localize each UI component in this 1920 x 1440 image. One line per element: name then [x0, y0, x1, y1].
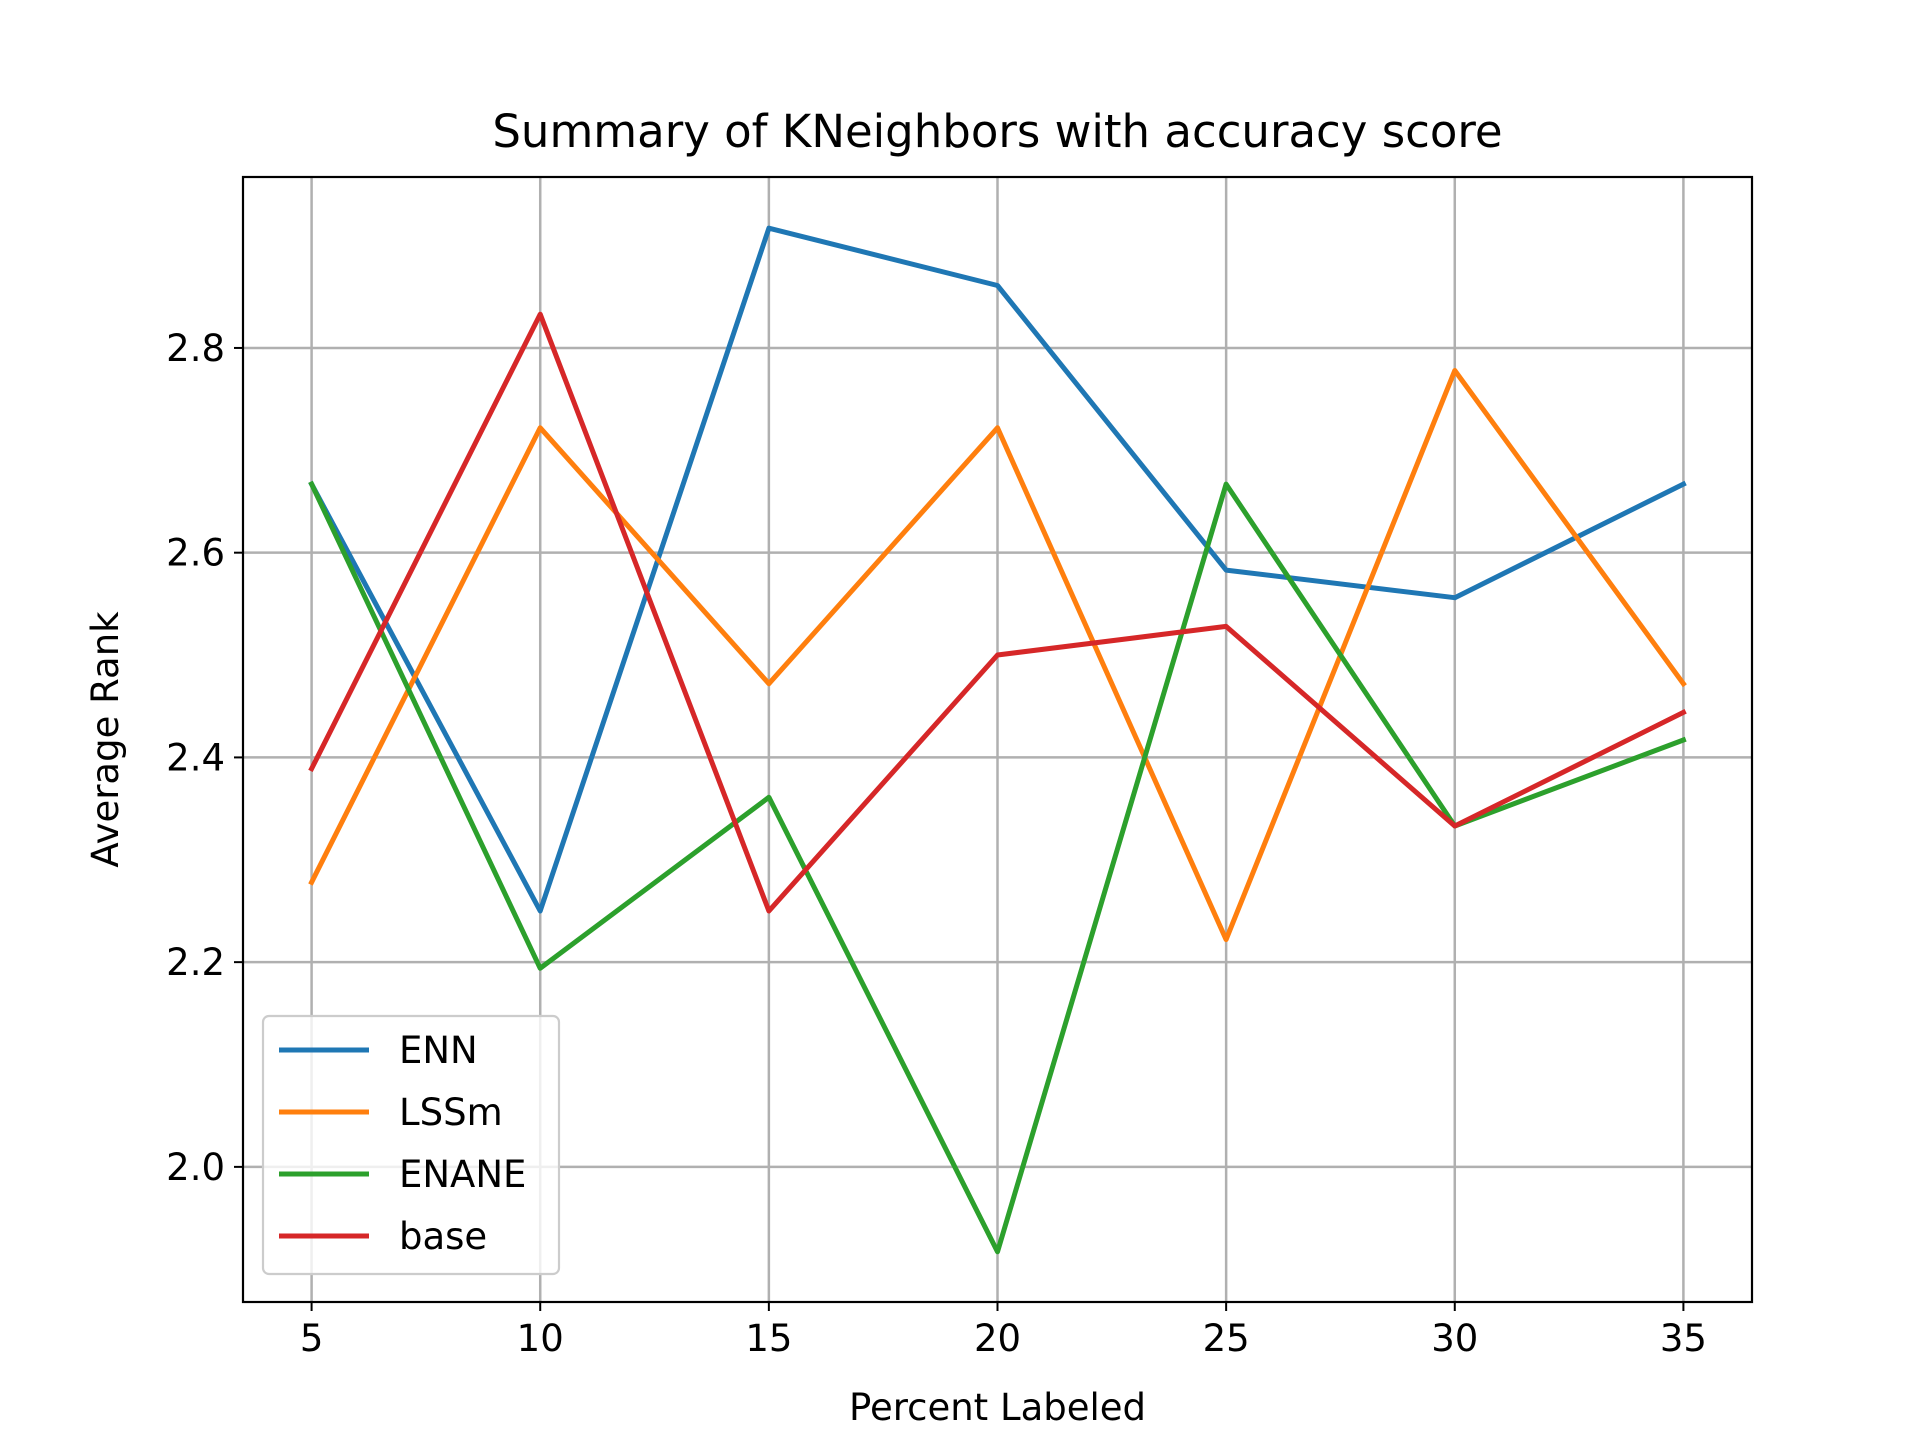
- y-tick-label: 2.0: [166, 1146, 225, 1189]
- y-tick-label: 2.8: [166, 327, 225, 370]
- x-tick-label: 25: [1203, 1317, 1250, 1360]
- legend: ENN LSSm ENANE base: [261, 1014, 561, 1276]
- x-tick-label: 5: [300, 1317, 324, 1360]
- chart-title: Summary of KNeighbors with accuracy scor…: [492, 105, 1502, 158]
- y-axis-label: Average Rank: [84, 611, 127, 868]
- series-line-base: [308, 311, 1687, 914]
- grid: [243, 177, 1752, 1302]
- legend-label-lssm: LSSm: [399, 1091, 503, 1134]
- legend-box: [261, 1014, 561, 1276]
- series-line-lssm: [308, 368, 1687, 943]
- ticks: 5 10 15 20 25 30 35 2.0 2.2 2.4 2.6 2.8: [166, 327, 1707, 1360]
- series-line-enn: [308, 225, 1687, 914]
- x-tick-label: 15: [745, 1317, 792, 1360]
- x-tick-label: 20: [974, 1317, 1021, 1360]
- x-tick-label: 35: [1660, 1317, 1707, 1360]
- y-tick-label: 2.2: [166, 941, 225, 984]
- y-tick-label: 2.6: [166, 532, 225, 575]
- x-tick-label: 30: [1431, 1317, 1478, 1360]
- legend-label-base: base: [399, 1215, 487, 1258]
- y-tick-label: 2.4: [166, 736, 225, 779]
- series-lines: [308, 225, 1687, 1255]
- legend-label-enn: ENN: [399, 1029, 478, 1072]
- legend-label-enane: ENANE: [399, 1153, 526, 1196]
- x-tick-label: 10: [517, 1317, 564, 1360]
- x-axis-label: Percent Labeled: [849, 1386, 1146, 1429]
